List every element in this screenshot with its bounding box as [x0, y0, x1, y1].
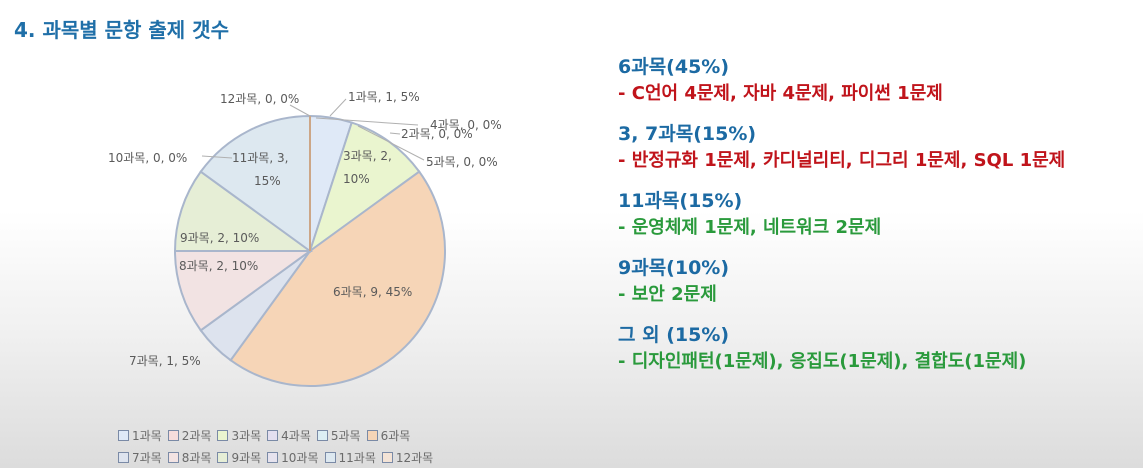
legend-swatch: [118, 451, 129, 463]
chart-legend: 1과목 2과목 3과목 4과목 5과목 6과목 7과목 8과목 9과목 10과목 11과목 12과목: [118, 424, 498, 468]
legend-label: 9과목: [231, 450, 262, 465]
note-others: 그 외 (15%) - 디자인패턴(1문제), 응집도(1문제), 결합도(1문…: [618, 322, 1138, 375]
slice-label: 9과목, 2, 10%: [180, 231, 259, 245]
legend-label: 5과목: [330, 428, 361, 443]
pie-slice: [199, 114, 311, 253]
legend-swatch: [217, 451, 229, 463]
legend-label: 11과목: [338, 450, 376, 465]
legend-item: 5과목: [316, 427, 361, 444]
note-heading: 11과목(15%): [618, 190, 743, 212]
note-heading: 그 외 (15%): [618, 324, 730, 346]
note-heading: 3, 7과목(15%): [618, 123, 757, 145]
legend-swatch: [267, 429, 279, 441]
legend-label: 10과목: [281, 450, 319, 465]
legend-label: 1과목: [132, 428, 162, 443]
legend-label: 3과목: [231, 428, 262, 443]
legend-swatch: [267, 451, 279, 463]
note-6: 6과목(45%) - C언어 4문제, 자바 4문제, 파이썬 1문제: [618, 54, 1138, 107]
legend-label: 8과목: [181, 450, 212, 465]
slice-label: 10과목, 0, 0%: [108, 151, 187, 165]
pie-slice: [229, 170, 447, 388]
legend-item: 1과목: [118, 427, 162, 444]
leader-line: [201, 155, 233, 159]
legend-item: 11과목: [324, 449, 376, 466]
note-detail: - 반정규화 1문제, 카디널리티, 디그리 1문제, SQL 1문제: [618, 150, 1066, 171]
legend-swatch: [217, 429, 229, 441]
legend-label: 12과목: [395, 450, 434, 465]
slice-label: 11과목, 3, 15%: [232, 151, 288, 188]
slice-label: 7과목, 1, 5%: [129, 354, 201, 368]
note-detail: - C언어 4문제, 자바 4문제, 파이썬 1문제: [618, 83, 943, 104]
leader-line: [315, 117, 419, 126]
slice-label: 12과목, 0, 0%: [220, 92, 299, 106]
legend-item: 3과목: [217, 427, 261, 444]
legend-swatch: [366, 429, 378, 441]
note-heading: 9과목(10%): [618, 257, 730, 279]
legend-label: 2과목: [181, 428, 212, 443]
pie-slice: [173, 170, 314, 252]
slice-label: 2과목, 0, 0%: [401, 127, 473, 141]
legend-item: 2과목: [167, 427, 212, 444]
slice-label: 4과목, 0, 0%: [430, 118, 502, 132]
legend-item: 6과목: [366, 427, 411, 444]
legend-item: 10과목: [267, 449, 319, 466]
legend-item: 4과목: [267, 427, 311, 444]
legend-label: 4과목: [281, 428, 311, 443]
legend-label: 7과목: [132, 450, 162, 465]
leader-line: [389, 132, 401, 135]
legend-item: 8과목: [167, 449, 212, 466]
legend-row: 1과목 2과목 3과목 4과목 5과목 6과목: [118, 424, 498, 446]
note-9: 9과목(10%) - 보안 2문제: [618, 255, 1138, 308]
legend-label: 6과목: [380, 428, 411, 443]
note-detail: - 운영체제 1문제, 네트워크 2문제: [618, 217, 882, 238]
leader-line: [357, 125, 425, 161]
legend-swatch: [381, 451, 393, 463]
note-3-7: 3, 7과목(15%) - 반정규화 1문제, 카디널리티, 디그리 1문제, …: [618, 121, 1138, 174]
legend-swatch: [118, 429, 129, 441]
note-heading: 6과목(45%): [618, 56, 730, 78]
notes-panel: 6과목(45%) - C언어 4문제, 자바 4문제, 파이썬 1문제 3, 7…: [618, 54, 1138, 389]
page-title: 4. 과목별 문항 출제 갯수: [14, 18, 229, 42]
note-detail: - 보안 2문제: [618, 284, 717, 305]
leader-line: [289, 104, 311, 117]
slice-label: 3과목, 2, 10%: [343, 149, 392, 186]
note-detail: - 디자인패턴(1문제), 응집도(1문제), 결합도(1문제): [618, 351, 1027, 372]
legend-swatch: [316, 429, 328, 441]
slice-label: 6과목, 9, 45%: [333, 285, 412, 299]
legend-item: 9과목: [217, 449, 261, 466]
legend-swatch: [167, 429, 179, 441]
slice-label: 1과목, 1, 5%: [348, 90, 420, 104]
slice-label: 8과목, 2, 10%: [179, 259, 258, 273]
leader-line: [329, 98, 347, 117]
legend-item: 7과목: [118, 449, 162, 466]
pie-chart: 1과목, 1, 5% 2과목, 0, 0% 3과목, 2, 10% 4과목, 0, 0%…: [108, 90, 502, 388]
note-11: 11과목(15%) - 운영체제 1문제, 네트워크 2문제: [618, 188, 1138, 241]
legend-item: 12과목: [381, 449, 434, 466]
legend-swatch: [324, 451, 336, 463]
legend-row: 7과목 8과목 9과목 10과목 11과목 12과목: [118, 446, 498, 468]
legend-swatch: [167, 451, 179, 463]
slice-label: 5과목, 0, 0%: [426, 155, 498, 169]
pie-slice: [173, 250, 314, 332]
